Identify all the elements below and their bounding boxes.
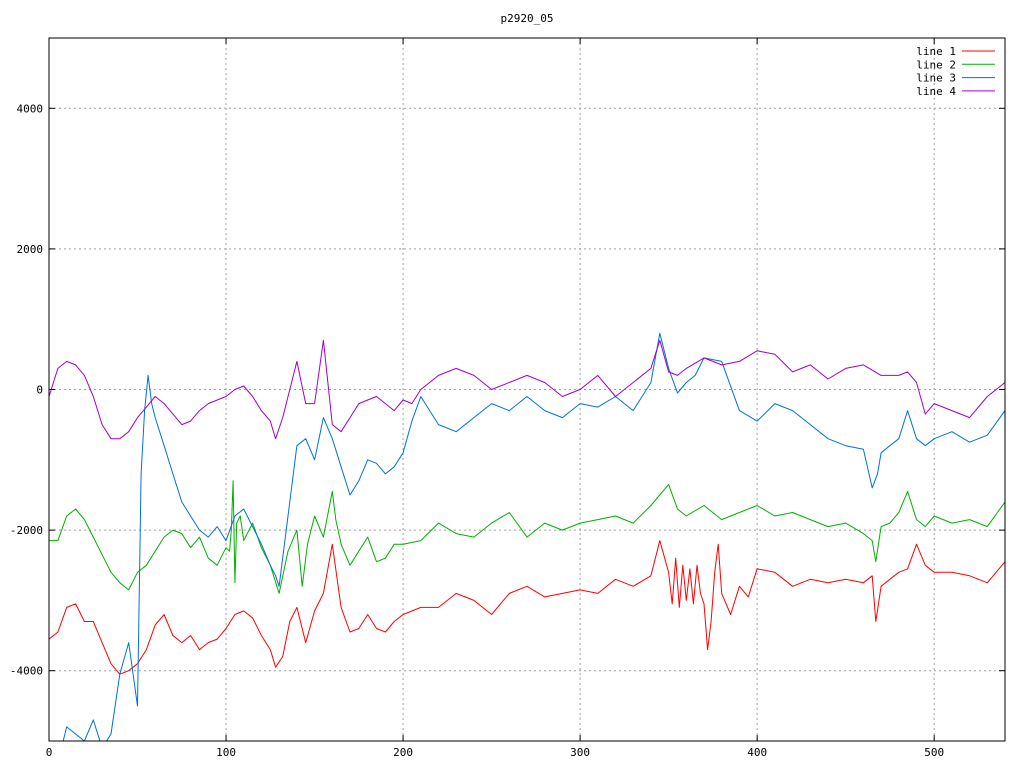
legend-label: line 4 [916,85,956,98]
x-tick-label: 0 [46,746,53,759]
axes: 0 100 200 300 400 500 -4000 -2000 0 2000 4000 [10,38,1005,759]
x-tick-label: 300 [570,746,590,759]
series-line-1 [49,540,1005,675]
y-tick-label: 2000 [17,243,44,256]
x-tick-label: 100 [216,746,236,759]
series-line-4 [49,339,1005,440]
series-line-2 [49,480,1005,594]
legend-label: line 3 [916,72,956,85]
x-tick-label: 200 [393,746,413,759]
grid [49,38,1005,741]
y-tick-label: -2000 [10,524,43,537]
y-tick-label: 4000 [17,102,44,115]
y-tick-label: -4000 [10,665,43,678]
chart-title: p2920_05 [501,12,554,25]
legend-label: line 1 [916,45,956,58]
series-line-3 [62,332,1005,741]
series-layer [49,332,1005,741]
y-tick-label: 0 [36,384,43,397]
x-tick-label: 500 [924,746,944,759]
x-tick-label: 400 [747,746,767,759]
legend-label: line 2 [916,58,956,71]
